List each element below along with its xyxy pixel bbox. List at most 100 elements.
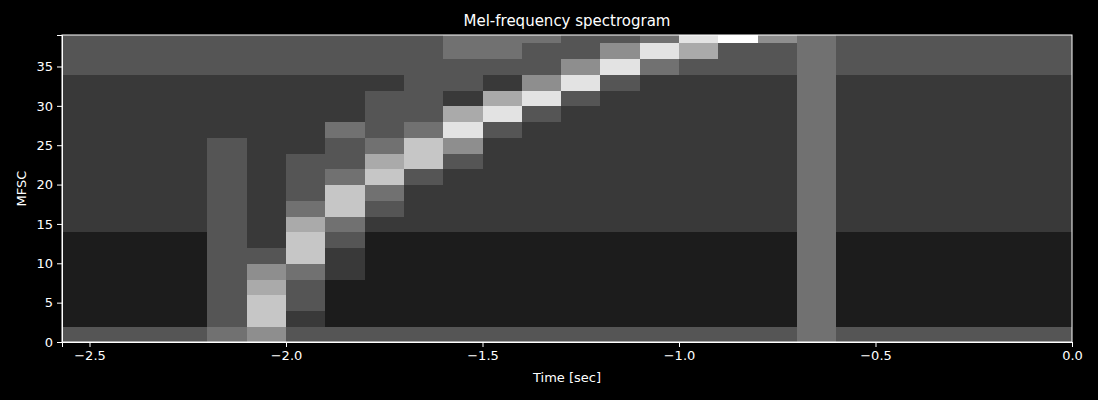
heatmap-cell xyxy=(600,232,640,248)
heatmap-cell xyxy=(836,74,876,90)
heatmap-cell xyxy=(168,263,208,279)
x-tick-mark xyxy=(90,342,91,347)
heatmap-cell xyxy=(129,90,169,106)
heatmap-cell xyxy=(797,35,837,43)
heatmap-cell xyxy=(561,311,601,327)
heatmap-cell xyxy=(797,74,837,90)
heatmap-cell xyxy=(129,169,169,185)
heatmap-cell xyxy=(404,279,444,295)
heatmap-cell xyxy=(286,311,326,327)
heatmap-cell xyxy=(247,59,287,75)
heatmap-cell xyxy=(62,153,90,169)
heatmap-cell xyxy=(62,263,90,279)
heatmap-cell xyxy=(325,295,365,311)
heatmap-cell xyxy=(915,59,955,75)
heatmap-cell xyxy=(836,200,876,216)
heatmap-cell xyxy=(915,311,955,327)
heatmap-cell xyxy=(1033,185,1072,201)
y-axis-title: MFSC xyxy=(14,171,29,207)
x-tick-label: −1.0 xyxy=(664,348,696,363)
heatmap-cell xyxy=(954,74,994,90)
heatmap-cell xyxy=(993,90,1033,106)
heatmap-cell xyxy=(247,263,287,279)
y-tick-mark xyxy=(57,224,62,225)
heatmap-cell xyxy=(600,279,640,295)
heatmap-cell xyxy=(483,248,523,264)
heatmap-cell xyxy=(836,216,876,232)
heatmap-cell xyxy=(365,43,405,59)
heatmap-cell xyxy=(1033,90,1072,106)
heatmap-cell xyxy=(90,311,130,327)
heatmap-cell xyxy=(954,248,994,264)
heatmap-cell xyxy=(365,90,405,106)
heatmap-cell xyxy=(640,295,680,311)
heatmap-cell xyxy=(797,248,837,264)
heatmap-cell xyxy=(915,279,955,295)
heatmap-cell xyxy=(365,137,405,153)
heatmap-cell xyxy=(915,153,955,169)
heatmap-cell xyxy=(954,153,994,169)
heatmap-cell xyxy=(915,106,955,122)
heatmap-cell xyxy=(876,232,916,248)
heatmap-cell xyxy=(915,185,955,201)
heatmap-cell xyxy=(836,137,876,153)
heatmap-cell xyxy=(522,232,562,248)
heatmap-cell xyxy=(129,311,169,327)
heatmap-cell xyxy=(207,169,247,185)
heatmap-cell xyxy=(915,200,955,216)
heatmap-cell xyxy=(404,248,444,264)
heatmap-cell xyxy=(207,122,247,138)
heatmap-cell xyxy=(797,106,837,122)
heatmap-cell xyxy=(600,74,640,90)
heatmap-cell xyxy=(561,248,601,264)
heatmap-cell xyxy=(679,263,719,279)
heatmap-cell xyxy=(168,185,208,201)
heatmap-cell xyxy=(679,295,719,311)
heatmap-cell xyxy=(600,200,640,216)
heatmap-cell xyxy=(247,185,287,201)
heatmap-cell xyxy=(1033,295,1072,311)
heatmap-cell xyxy=(483,169,523,185)
heatmap-cell xyxy=(718,35,758,43)
heatmap-cell xyxy=(90,200,130,216)
x-tick-mark xyxy=(286,342,287,347)
heatmap-cell xyxy=(286,216,326,232)
heatmap-cell xyxy=(758,200,798,216)
y-tick-label: 35 xyxy=(36,59,53,74)
heatmap-cell xyxy=(62,122,90,138)
heatmap-cell xyxy=(679,200,719,216)
chart-title: Mel-frequency spectrogram xyxy=(464,12,671,30)
heatmap-cell xyxy=(207,279,247,295)
heatmap-cell xyxy=(365,279,405,295)
plot-frame xyxy=(62,35,1072,342)
heatmap-cell xyxy=(522,106,562,122)
heatmap-cell xyxy=(365,35,405,43)
y-tick: 20 xyxy=(36,177,62,192)
heatmap-cell xyxy=(207,185,247,201)
heatmap-cell xyxy=(483,185,523,201)
heatmap-cell xyxy=(993,279,1033,295)
heatmap-cell xyxy=(954,169,994,185)
y-tick-label: 15 xyxy=(36,217,53,232)
heatmap-cell xyxy=(718,200,758,216)
y-tick: 10 xyxy=(36,256,62,271)
heatmap-cell xyxy=(129,248,169,264)
heatmap-cell xyxy=(522,137,562,153)
heatmap-cell xyxy=(797,59,837,75)
heatmap-cell xyxy=(483,279,523,295)
y-tick: 25 xyxy=(36,138,62,153)
heatmap-cell xyxy=(483,153,523,169)
heatmap-cell xyxy=(797,169,837,185)
heatmap-cell xyxy=(62,106,90,122)
heatmap-cell xyxy=(640,263,680,279)
heatmap-cell xyxy=(797,311,837,327)
heatmap-cell xyxy=(640,232,680,248)
chart: −2.5−2.0−1.5−1.0−0.50.005101520253035Mel… xyxy=(0,0,1098,400)
heatmap-cell xyxy=(207,200,247,216)
heatmap-cell xyxy=(876,74,916,90)
heatmap-cell xyxy=(286,35,326,43)
heatmap-cell xyxy=(1033,232,1072,248)
axis-line xyxy=(57,36,63,343)
heatmap-cell xyxy=(797,185,837,201)
heatmap-cell xyxy=(325,185,365,201)
